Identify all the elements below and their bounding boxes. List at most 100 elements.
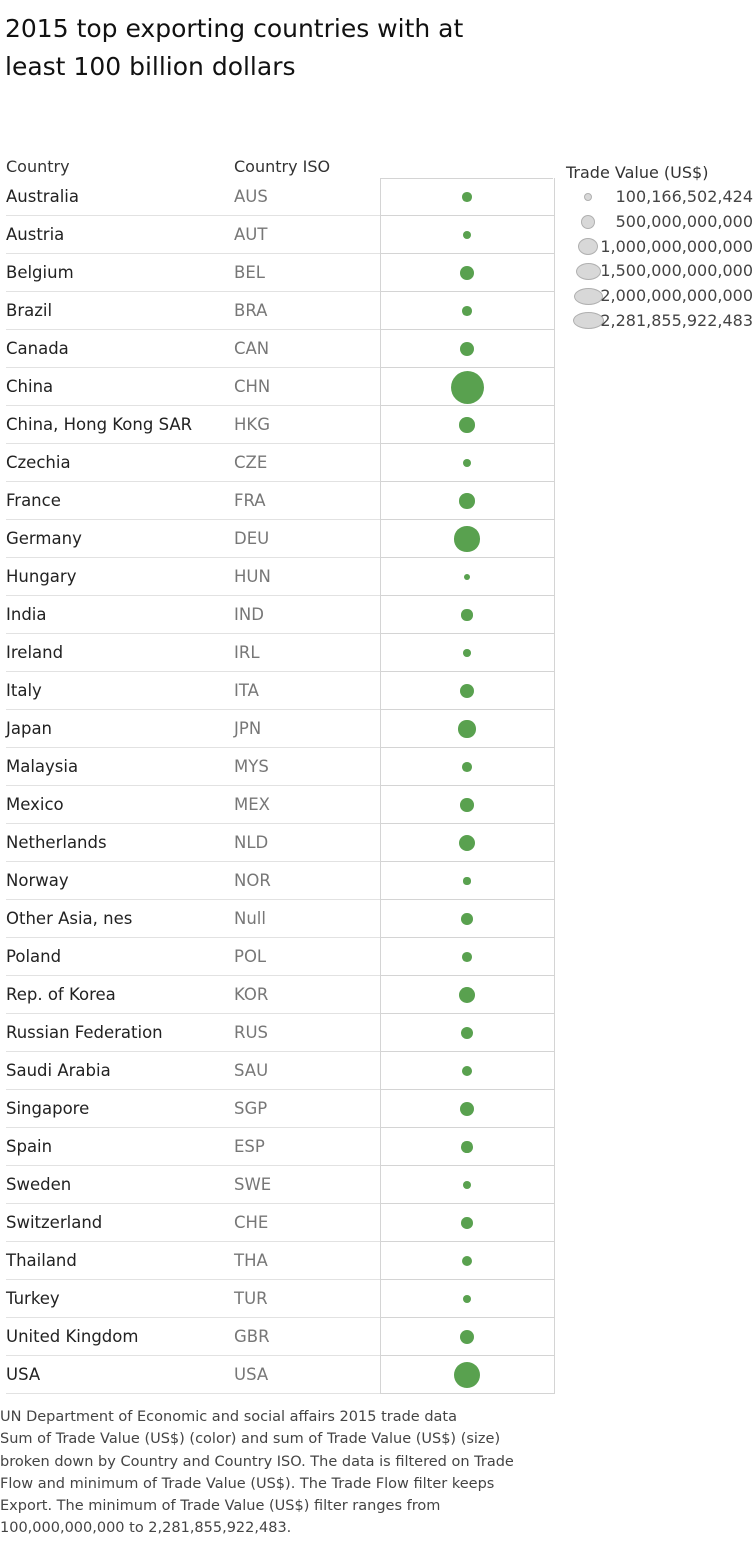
legend-label: 2,000,000,000,000 (600, 286, 753, 306)
trade-value-mark[interactable] (461, 609, 473, 621)
table-row[interactable]: Netherlands NLD (0, 824, 555, 862)
trade-value-mark[interactable] (458, 720, 476, 738)
trade-value-mark[interactable] (459, 987, 475, 1003)
trade-value-mark[interactable] (462, 306, 472, 316)
trade-value-mark[interactable] (463, 573, 471, 581)
row-divider (6, 1013, 380, 1014)
country-label: Poland (6, 947, 62, 966)
country-label: Ireland (6, 643, 64, 662)
trade-value-mark[interactable] (460, 266, 474, 280)
table-row[interactable]: Rep. of Korea KOR (0, 976, 555, 1014)
row-divider (6, 253, 380, 254)
country-label: Other Asia, nes (6, 909, 133, 928)
trade-value-mark[interactable] (462, 762, 472, 772)
table-row[interactable]: India IND (0, 596, 555, 634)
country-label: France (6, 491, 61, 510)
trade-value-mark[interactable] (453, 1361, 481, 1389)
country-iso-label: SGP (234, 1099, 268, 1118)
table-row[interactable]: Turkey TUR (0, 1280, 555, 1318)
row-divider (6, 519, 380, 520)
table-row[interactable]: Australia AUS (0, 178, 555, 216)
table-row[interactable]: Canada CAN (0, 330, 555, 368)
country-label: Austria (6, 225, 65, 244)
trade-value-mark[interactable] (461, 1217, 473, 1229)
trade-value-mark[interactable] (463, 649, 471, 657)
table-row[interactable]: USA USA (0, 1356, 555, 1394)
trade-value-mark[interactable] (460, 1026, 474, 1040)
column-header-country[interactable]: Country (6, 157, 70, 176)
table-row[interactable]: Hungary HUN (0, 558, 555, 596)
table-row[interactable]: Norway NOR (0, 862, 555, 900)
trade-value-mark[interactable] (462, 1066, 472, 1076)
trade-value-mark[interactable] (460, 342, 474, 356)
country-label: Norway (6, 871, 69, 890)
trade-value-mark[interactable] (461, 913, 473, 925)
trade-value-mark[interactable] (459, 683, 475, 699)
trade-value-mark[interactable] (462, 230, 472, 240)
table-row[interactable]: China CHN (0, 368, 555, 406)
trade-value-mark[interactable] (462, 1294, 472, 1304)
table-row[interactable]: Singapore SGP (0, 1090, 555, 1128)
country-iso-label: POL (234, 947, 267, 966)
table-row[interactable]: China, Hong Kong SAR HKG (0, 406, 555, 444)
legend-item: 2,000,000,000,000 (566, 284, 753, 309)
table-row[interactable]: Switzerland CHE (0, 1204, 555, 1242)
trade-value-mark[interactable] (460, 1102, 474, 1116)
country-label: Russian Federation (6, 1023, 163, 1042)
trade-value-mark[interactable] (459, 493, 475, 509)
trade-value-mark[interactable] (462, 1180, 472, 1190)
trade-value-mark[interactable] (460, 798, 474, 812)
legend-label: 1,000,000,000,000 (600, 236, 753, 256)
trade-value-mark[interactable] (450, 370, 484, 404)
table-row[interactable]: Belgium BEL (0, 254, 555, 292)
country-iso-label: CZE (234, 453, 268, 472)
table-row[interactable]: Thailand THA (0, 1242, 555, 1280)
mark-cell (380, 254, 555, 292)
table-row[interactable]: Czechia CZE (0, 444, 555, 482)
trade-value-mark[interactable] (461, 1255, 473, 1267)
table-row[interactable]: Saudi Arabia SAU (0, 1052, 555, 1090)
mark-cell (380, 520, 555, 558)
row-divider (6, 1355, 380, 1356)
row-divider (6, 671, 380, 672)
trade-value-mark[interactable] (461, 1141, 473, 1153)
country-label: Switzerland (6, 1213, 103, 1232)
country-iso-label: SWE (234, 1175, 272, 1194)
trade-value-mark[interactable] (454, 526, 480, 552)
row-divider (6, 291, 380, 292)
trade-value-mark[interactable] (462, 952, 472, 962)
table-row[interactable]: Malaysia MYS (0, 748, 555, 786)
table-row[interactable]: Ireland IRL (0, 634, 555, 672)
table-row[interactable]: Brazil BRA (0, 292, 555, 330)
table-row[interactable]: Sweden SWE (0, 1166, 555, 1204)
table-row[interactable]: Spain ESP (0, 1128, 555, 1166)
table-row[interactable]: France FRA (0, 482, 555, 520)
trade-value-mark[interactable] (462, 458, 472, 468)
trade-value-mark[interactable] (463, 877, 471, 885)
table-row[interactable]: Austria AUT (0, 216, 555, 254)
table-row[interactable]: Other Asia, nes Null (0, 900, 555, 938)
row-divider (6, 443, 380, 444)
trade-value-mark[interactable] (462, 192, 472, 202)
table-row[interactable]: United Kingdom GBR (0, 1318, 555, 1356)
trade-value-mark[interactable] (459, 417, 475, 433)
row-divider (6, 405, 380, 406)
trade-value-mark[interactable] (459, 1329, 475, 1345)
row-divider (6, 1089, 380, 1090)
table-row[interactable]: Mexico MEX (0, 786, 555, 824)
country-label: Brazil (6, 301, 53, 320)
mark-cell (380, 938, 555, 976)
mark-cell (380, 1128, 555, 1166)
table-row[interactable]: Italy ITA (0, 672, 555, 710)
table-row[interactable]: Russian Federation RUS (0, 1014, 555, 1052)
table-row[interactable]: Poland POL (0, 938, 555, 976)
country-iso-label: Null (234, 909, 266, 928)
mark-cell (380, 330, 555, 368)
row-divider (6, 1165, 380, 1166)
table-row[interactable]: Germany DEU (0, 520, 555, 558)
country-label: USA (6, 1365, 41, 1384)
column-header-country-iso[interactable]: Country ISO (234, 157, 331, 176)
country-label: Rep. of Korea (6, 985, 116, 1004)
trade-value-mark[interactable] (458, 834, 476, 852)
table-row[interactable]: Japan JPN (0, 710, 555, 748)
